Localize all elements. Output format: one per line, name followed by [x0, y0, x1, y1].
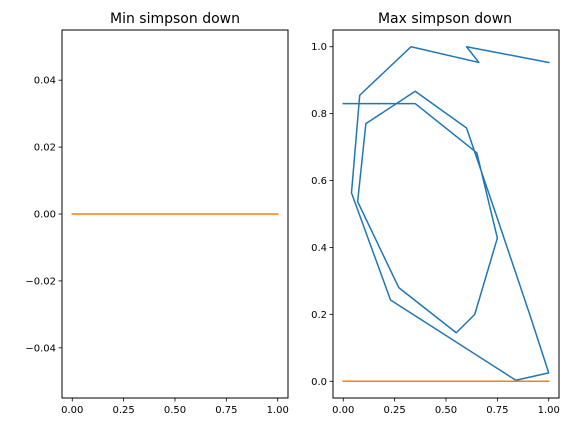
left-x-tick-label: 0.00	[61, 405, 83, 416]
left-y-tick-label: 0.00	[34, 210, 56, 221]
left-x-tick-label: 1.00	[267, 405, 289, 416]
left-axes-frame	[61, 29, 289, 399]
right-x-axis: 0.00 0.25 0.50 0.75 1.00	[332, 398, 560, 416]
left-y-axis: −0.04 −0.02 0.00 0.02 0.04	[25, 76, 62, 354]
right-y-tick-label: 0.4	[311, 243, 327, 254]
left-y-tick-label: −0.04	[25, 343, 56, 354]
left-subplot: Min simpson down 0.00 0.25 0.50 0.75 1.00 −0…	[25, 11, 289, 416]
left-y-tick-label: 0.04	[34, 76, 56, 87]
left-subplot-title: Min simpson down	[110, 11, 240, 27]
right-axes-frame	[332, 29, 560, 399]
right-x-tick-label: 1.00	[538, 405, 560, 416]
right-x-tick-label: 0.25	[384, 405, 406, 416]
left-x-axis: 0.00 0.25 0.50 0.75 1.00	[61, 398, 289, 416]
right-series-line-0	[342, 45, 550, 382]
right-y-tick-label: 0.8	[311, 109, 327, 120]
right-y-axis: 0.0 0.2 0.4 0.6 0.8 1.0	[311, 42, 333, 388]
right-subplot-title: Max simpson down	[378, 11, 512, 27]
right-y-tick-label: 0.0	[311, 377, 327, 388]
right-x-tick-label: 0.50	[435, 405, 457, 416]
left-x-tick-label: 0.50	[164, 405, 186, 416]
right-plot-area	[342, 45, 550, 383]
right-x-tick-label: 0.75	[486, 405, 508, 416]
left-x-tick-label: 0.75	[215, 405, 237, 416]
right-x-tick-label: 0.00	[332, 405, 354, 416]
left-y-tick-label: −0.02	[25, 276, 56, 287]
right-y-tick-label: 1.0	[311, 42, 327, 53]
right-y-tick-label: 0.2	[311, 310, 327, 321]
right-y-tick-label: 0.6	[311, 176, 327, 187]
right-subplot: Max simpson down 0.00 0.25 0.50 0.75 1.00 0.…	[311, 11, 560, 416]
left-y-tick-label: 0.02	[34, 143, 56, 154]
left-x-tick-label: 0.25	[113, 405, 135, 416]
